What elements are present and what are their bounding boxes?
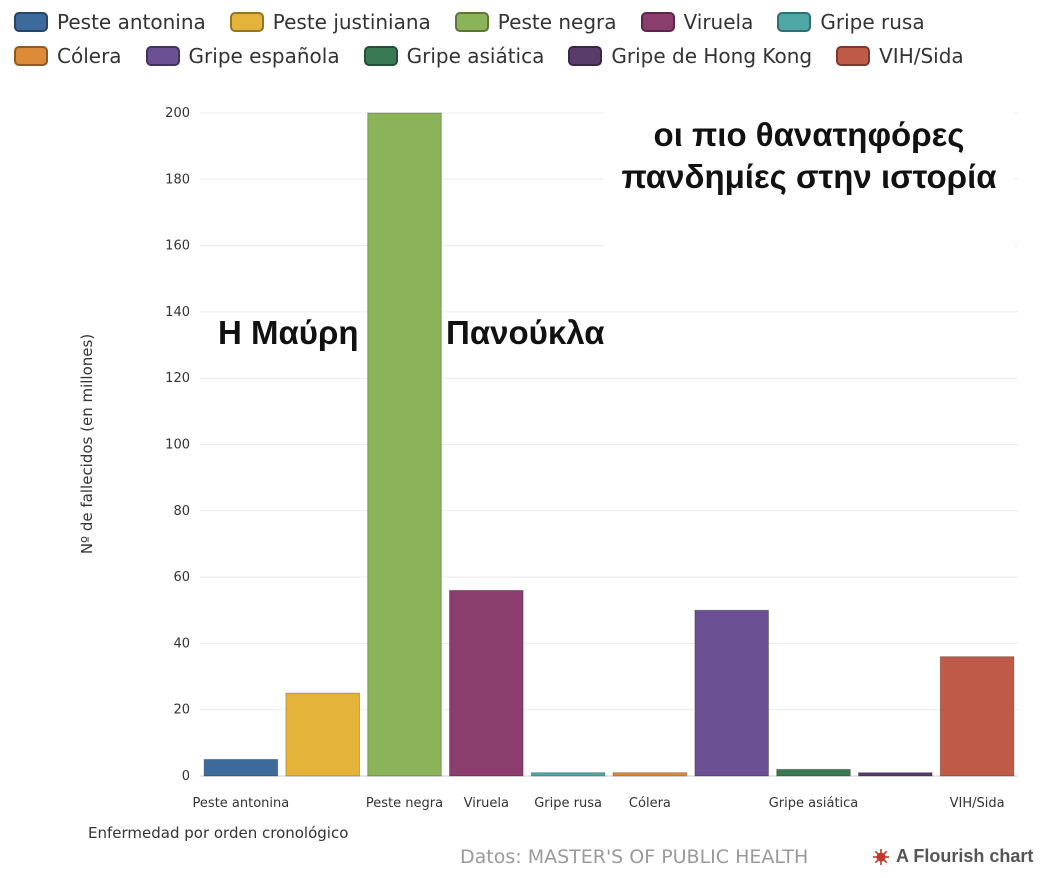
y-tick-label: 200	[165, 106, 190, 121]
y-tick-label: 20	[173, 703, 190, 718]
legend-item[interactable]: Viruela	[640, 8, 754, 36]
flourish-credit-link[interactable]: A Flourish chart	[872, 846, 1033, 867]
legend-label: Gripe rusa	[820, 10, 925, 34]
legend-label: Peste negra	[497, 10, 617, 34]
x-tick-label: Viruela	[464, 796, 509, 811]
bars	[203, 112, 1015, 777]
y-axis-title: Nº de fallecidos (en millones)	[78, 334, 96, 554]
legend-swatch	[454, 12, 489, 32]
legend-item[interactable]: Gripe española	[145, 42, 340, 70]
legend-label: Gripe asiática	[406, 44, 545, 68]
chart-title-box: οι πιο θανατηφόρες πανδημίες στην ιστορί…	[604, 102, 1014, 274]
legend-swatch	[14, 46, 48, 66]
legend-label: VIH/Sida	[879, 44, 964, 68]
bar[interactable]	[203, 758, 279, 777]
legend-label: Gripe española	[188, 44, 340, 68]
legend-swatch	[145, 46, 180, 66]
legend-item[interactable]: Gripe de Hong Kong	[568, 42, 812, 70]
legend-item[interactable]: Gripe asiática	[363, 42, 545, 70]
legend-swatch	[229, 12, 264, 32]
y-tick-label: 0	[182, 769, 190, 784]
credit-label: A Flourish chart	[896, 846, 1034, 866]
flourish-logo-icon	[873, 848, 889, 865]
chart-legend: Peste antonina Peste justiniana Peste negr…	[14, 8, 1044, 70]
bar[interactable]	[939, 656, 1015, 777]
legend-swatch	[640, 12, 675, 32]
y-tick-label: 180	[165, 172, 190, 187]
y-tick-label: 160	[165, 239, 190, 254]
legend-label: Gripe de Hong Kong	[611, 44, 813, 68]
annotation-black-death-2: Πανούκλα	[446, 314, 605, 351]
annotation-black-death-1: Η Μαύρη	[218, 314, 359, 351]
x-tick-label: Peste negra	[366, 796, 443, 811]
y-tick-label: 140	[165, 305, 190, 320]
legend-item[interactable]: Gripe rusa	[777, 8, 925, 36]
y-tick-label: 40	[173, 636, 190, 651]
x-axis-ticks: Peste antonina Peste negra Viruela Gripe ru…	[193, 796, 1005, 811]
bar[interactable]	[448, 589, 524, 777]
x-tick-label: VIH/Sida	[950, 796, 1005, 811]
x-tick-label: Peste antonina	[193, 796, 290, 811]
legend-swatch	[777, 12, 812, 32]
y-tick-label: 120	[165, 371, 190, 386]
x-tick-label: Gripe asiática	[769, 796, 859, 811]
legend-label: Peste antonina	[57, 10, 206, 34]
x-tick-label: Cólera	[629, 796, 671, 811]
legend-label: Cólera	[57, 44, 122, 68]
chart-title: οι πιο θανατηφόρες πανδημίες στην ιστορί…	[621, 116, 997, 195]
y-tick-label: 60	[173, 570, 190, 585]
legend-swatch	[836, 46, 871, 66]
legend-item[interactable]: Peste antonina	[14, 8, 206, 36]
bar[interactable]	[367, 112, 442, 777]
bar[interactable]	[776, 768, 851, 777]
legend-label: Peste justiniana	[272, 10, 431, 34]
bar[interactable]	[285, 692, 361, 777]
y-axis-ticks: 0 20 40 60 80 100 120 140 160 180 200	[165, 106, 190, 784]
bar[interactable]	[530, 772, 606, 777]
bar[interactable]	[857, 772, 933, 777]
legend-swatch	[568, 46, 603, 66]
legend-label: Viruela	[683, 10, 754, 34]
y-tick-label: 100	[165, 438, 190, 453]
y-tick-label: 80	[173, 504, 190, 519]
legend-swatch	[14, 12, 48, 32]
data-source-note: Datos: MASTER'S OF PUBLIC HEALTH	[460, 846, 809, 868]
x-axis-title: Enfermedad por orden cronológico	[88, 824, 348, 842]
legend-item[interactable]: Cólera	[14, 42, 122, 70]
legend-item[interactable]: VIH/Sida	[836, 42, 964, 70]
legend-swatch	[363, 46, 398, 66]
legend-item[interactable]: Peste justiniana	[229, 8, 431, 36]
bar[interactable]	[612, 772, 688, 777]
legend-item[interactable]: Peste negra	[454, 8, 617, 36]
bar[interactable]	[694, 609, 770, 777]
x-tick-label: Gripe rusa	[534, 796, 602, 811]
